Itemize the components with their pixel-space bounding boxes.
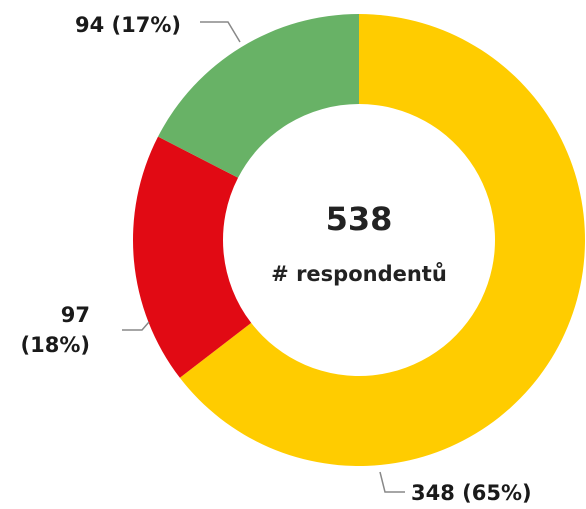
data-label: 348 (65%) [411,481,532,505]
center-label: # respondentů [271,262,447,286]
data-label: 97 (18%) [20,303,90,357]
data-label: 94 (17%) [75,13,181,37]
slices [132,14,586,466]
slice [158,14,359,178]
slice [179,14,586,466]
leader-line [379,471,405,493]
leader-line [122,321,150,331]
leader-line [200,21,241,43]
slice [132,136,252,378]
center-total: 538 [325,200,393,238]
